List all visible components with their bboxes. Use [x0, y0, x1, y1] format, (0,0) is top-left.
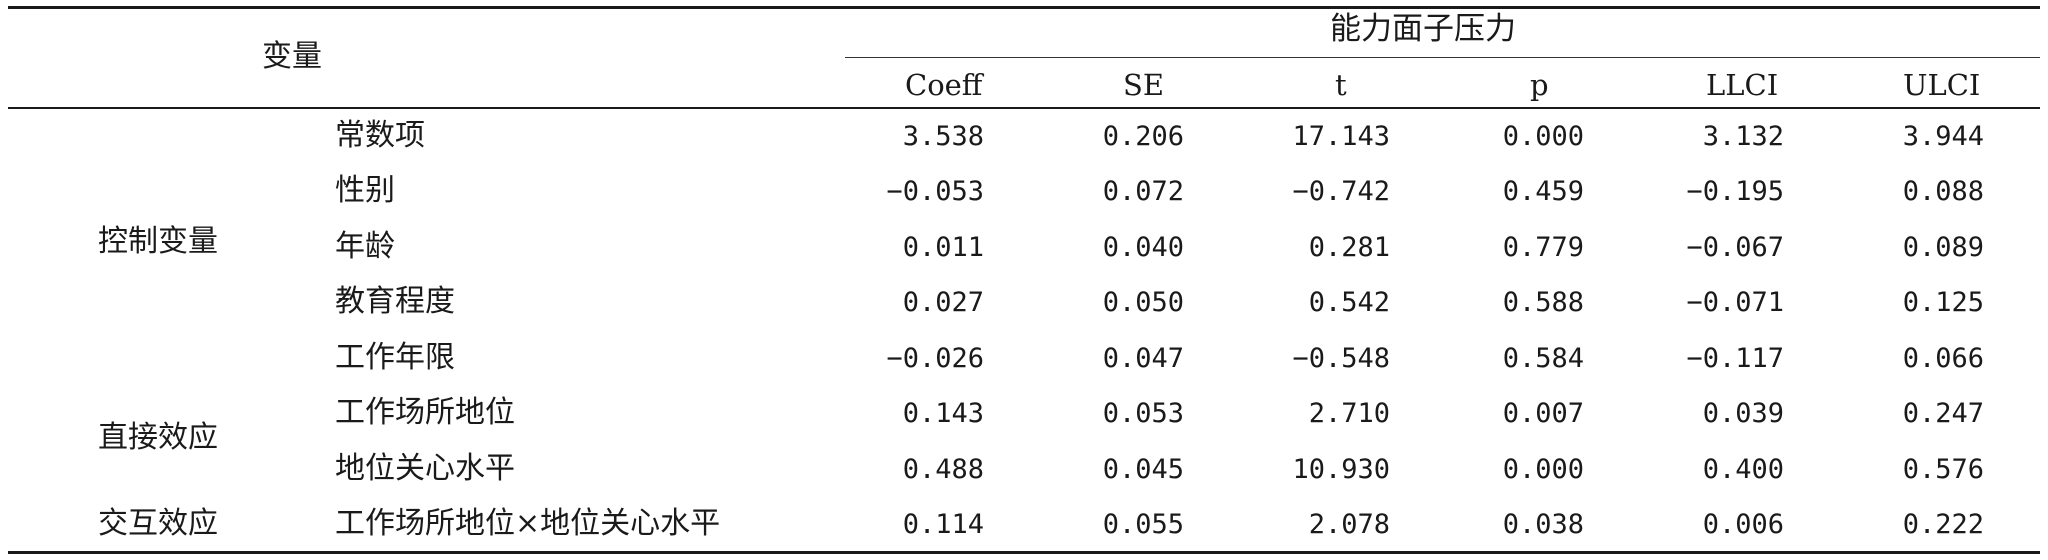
group-underline: [845, 57, 2040, 58]
column-header-t: t: [1335, 68, 1347, 102]
table-bottom-rule: [8, 551, 2040, 554]
cell-se: 0.206: [1102, 121, 1184, 152]
row-name: 工作年限: [335, 340, 455, 375]
header-bottom-rule: [8, 107, 2040, 109]
cell-t: −0.742: [1292, 176, 1390, 207]
cell-ulci: 0.222: [1902, 509, 1984, 540]
cell-p: 0.588: [1502, 287, 1584, 318]
cell-se: 0.045: [1102, 454, 1184, 485]
cell-se: 0.050: [1102, 287, 1184, 318]
row-name: 工作场所地位×地位关心水平: [335, 506, 721, 541]
column-header-llci: LLCI: [1706, 68, 1779, 102]
cell-se: 0.055: [1102, 509, 1184, 540]
cell-llci: 3.132: [1702, 121, 1784, 152]
cell-p: 0.459: [1502, 176, 1584, 207]
row-name: 地位关心水平: [335, 451, 515, 486]
row-name: 性别: [335, 173, 395, 208]
cell-ulci: 0.089: [1902, 232, 1984, 263]
cell-p: 0.007: [1502, 398, 1584, 429]
cell-p: 0.000: [1502, 454, 1584, 485]
variable-header: 变量: [262, 39, 322, 74]
column-header-se: SE: [1123, 68, 1165, 102]
cell-t: 10.930: [1292, 454, 1390, 485]
cell-t: −0.548: [1292, 343, 1390, 374]
cell-coeff: −0.026: [886, 343, 984, 374]
group-label-interaction: 交互效应: [98, 506, 218, 541]
cell-se: 0.072: [1102, 176, 1184, 207]
cell-coeff: 0.488: [902, 454, 984, 485]
cell-p: 0.038: [1502, 509, 1584, 540]
row-name: 教育程度: [335, 284, 455, 319]
column-header-ulci: ULCI: [1903, 68, 1981, 102]
cell-coeff: −0.053: [886, 176, 984, 207]
row-name: 年龄: [335, 229, 395, 264]
group-label-control: 控制变量: [98, 224, 218, 259]
cell-llci: 0.006: [1702, 509, 1784, 540]
cell-coeff: 0.143: [902, 398, 984, 429]
cell-llci: 0.039: [1702, 398, 1784, 429]
cell-ulci: 0.576: [1902, 454, 1984, 485]
column-header-coeff: Coeff: [905, 68, 983, 102]
cell-t: 17.143: [1292, 121, 1390, 152]
cell-ulci: 0.125: [1902, 287, 1984, 318]
cell-t: 0.281: [1308, 232, 1390, 263]
cell-llci: −0.067: [1686, 232, 1784, 263]
cell-coeff: 0.027: [902, 287, 984, 318]
cell-llci: −0.117: [1686, 343, 1784, 374]
table-top-rule: [8, 6, 2040, 9]
column-header-p: p: [1530, 68, 1549, 102]
cell-coeff: 0.114: [902, 509, 984, 540]
cell-p: 0.779: [1502, 232, 1584, 263]
cell-llci: −0.195: [1686, 176, 1784, 207]
cell-t: 0.542: [1308, 287, 1390, 318]
cell-se: 0.040: [1102, 232, 1184, 263]
cell-p: 0.584: [1502, 343, 1584, 374]
cell-se: 0.047: [1102, 343, 1184, 374]
group-label-direct: 直接效应: [98, 420, 218, 455]
cell-ulci: 0.066: [1902, 343, 1984, 374]
cell-ulci: 0.088: [1902, 176, 1984, 207]
cell-llci: 0.400: [1702, 454, 1784, 485]
cell-ulci: 3.944: [1902, 121, 1984, 152]
cell-llci: −0.071: [1686, 287, 1784, 318]
row-name: 工作场所地位: [335, 395, 515, 430]
cell-coeff: 3.538: [902, 121, 984, 152]
cell-p: 0.000: [1502, 121, 1584, 152]
row-name: 常数项: [335, 118, 425, 153]
cell-se: 0.053: [1102, 398, 1184, 429]
cell-t: 2.710: [1308, 398, 1390, 429]
group-header: 能力面子压力: [1330, 11, 1516, 47]
cell-coeff: 0.011: [902, 232, 984, 263]
cell-t: 2.078: [1308, 509, 1390, 540]
cell-ulci: 0.247: [1902, 398, 1984, 429]
